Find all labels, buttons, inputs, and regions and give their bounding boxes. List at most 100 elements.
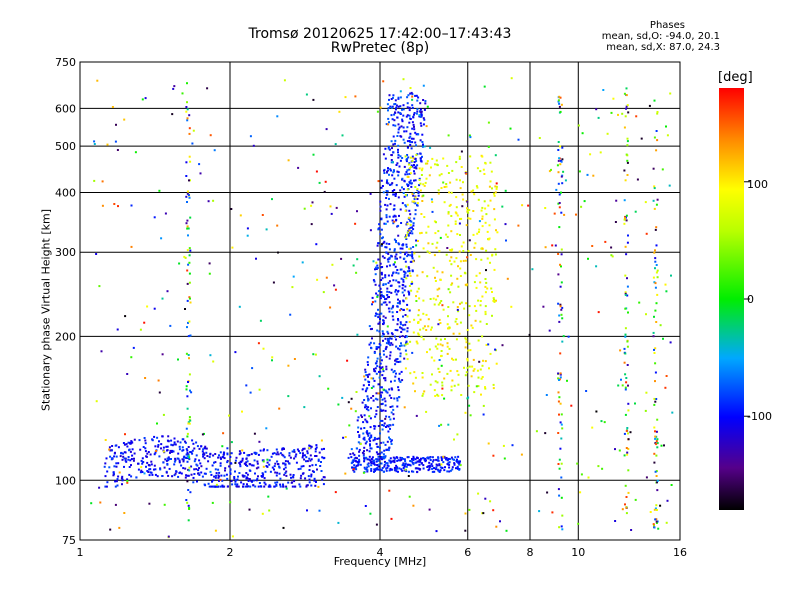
echo-point xyxy=(437,459,439,462)
echo-point xyxy=(160,237,163,240)
echo-point xyxy=(132,346,135,349)
echo-point xyxy=(383,377,385,380)
echo-point xyxy=(396,459,399,462)
echo-point xyxy=(478,228,481,231)
echo-point xyxy=(189,216,192,219)
echo-point xyxy=(187,234,189,237)
echo-point xyxy=(356,457,358,460)
echo-point xyxy=(186,225,189,228)
echo-point xyxy=(363,446,366,449)
echo-point xyxy=(469,155,472,158)
echo-point xyxy=(432,297,435,300)
echo-point xyxy=(380,451,383,454)
echo-point xyxy=(380,367,382,370)
echo-point xyxy=(424,460,427,463)
echo-point xyxy=(148,502,151,505)
echo-point xyxy=(375,362,378,365)
echo-point xyxy=(653,426,656,429)
echo-point xyxy=(396,329,399,332)
echo-point xyxy=(386,103,389,106)
echo-point xyxy=(464,259,467,262)
echo-point xyxy=(412,463,415,466)
echo-point xyxy=(174,459,177,462)
echo-point xyxy=(169,324,172,327)
echo-point xyxy=(653,136,656,139)
echo-point xyxy=(447,172,450,174)
echo-point xyxy=(188,508,191,510)
echo-point xyxy=(256,460,259,463)
echo-point xyxy=(155,450,158,452)
echo-point xyxy=(140,459,143,462)
echo-point xyxy=(342,436,345,439)
echo-point xyxy=(145,455,148,458)
echo-point xyxy=(184,308,186,310)
echo-point xyxy=(431,201,434,203)
echo-point xyxy=(379,432,381,435)
echo-point xyxy=(261,512,264,515)
echo-point xyxy=(407,163,410,166)
echo-point xyxy=(212,454,215,457)
echo-point xyxy=(95,253,98,255)
echo-point xyxy=(559,352,562,355)
echo-point xyxy=(191,452,194,455)
echo-point xyxy=(385,197,388,199)
echo-point xyxy=(456,433,459,436)
echo-point xyxy=(261,475,264,478)
echo-point xyxy=(384,409,387,412)
echo-point xyxy=(627,469,630,472)
echo-point xyxy=(408,285,411,287)
echo-point xyxy=(420,174,423,176)
echo-point xyxy=(203,432,205,435)
echo-point xyxy=(401,335,404,338)
echo-point xyxy=(449,249,452,251)
echo-point xyxy=(222,456,225,459)
echo-point xyxy=(441,384,444,387)
echo-point xyxy=(153,307,156,310)
echo-point xyxy=(302,465,305,468)
echo-point xyxy=(444,338,446,340)
echo-point xyxy=(527,204,530,207)
echo-point xyxy=(364,371,367,374)
echo-point xyxy=(626,345,629,348)
echo-point xyxy=(475,309,478,312)
echo-point xyxy=(370,387,373,389)
echo-point xyxy=(184,467,187,470)
echo-point xyxy=(185,106,188,108)
echo-point xyxy=(453,384,456,387)
echo-point xyxy=(402,192,405,194)
echo-point xyxy=(425,410,428,413)
echo-point xyxy=(499,520,501,523)
echo-point xyxy=(446,323,449,326)
echo-point xyxy=(362,437,365,440)
echo-point xyxy=(199,172,202,175)
echo-point xyxy=(446,235,449,238)
echo-point xyxy=(317,485,320,488)
echo-point xyxy=(394,265,397,268)
echo-point xyxy=(655,475,658,477)
echo-point xyxy=(480,377,483,380)
echo-point xyxy=(397,105,400,108)
echo-point xyxy=(407,456,410,459)
echo-point xyxy=(390,380,392,383)
echo-point xyxy=(399,352,402,355)
echo-point xyxy=(114,451,116,454)
echo-point xyxy=(189,419,192,422)
echo-point xyxy=(447,211,450,214)
echo-point xyxy=(595,108,598,111)
echo-point xyxy=(372,279,375,282)
echo-point xyxy=(487,121,490,124)
echo-point xyxy=(610,254,613,257)
echo-point xyxy=(399,96,402,99)
echo-point xyxy=(546,491,549,494)
echo-point xyxy=(160,443,163,446)
echo-point xyxy=(183,255,186,258)
echo-point xyxy=(389,337,391,340)
echo-point xyxy=(249,485,252,488)
echo-point xyxy=(378,366,381,368)
echo-point xyxy=(188,466,191,469)
echo-point xyxy=(255,479,258,482)
echo-point xyxy=(401,118,404,121)
echo-point xyxy=(494,348,497,351)
echo-point xyxy=(387,274,390,277)
echo-point xyxy=(460,150,463,153)
